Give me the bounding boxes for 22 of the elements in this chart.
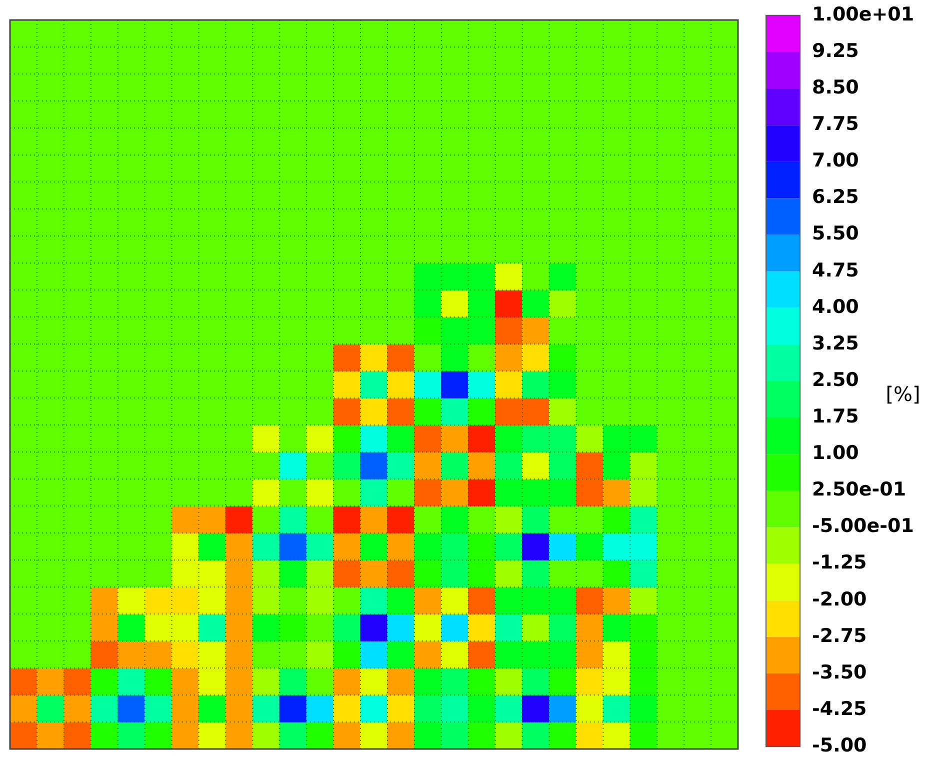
color-bar-label: 4.75 xyxy=(812,259,859,282)
color-bar-label: -3.50 xyxy=(812,661,867,684)
color-bar-label: 4.00 xyxy=(812,296,859,318)
color-bar-label: -2.00 xyxy=(812,588,867,610)
color-bar-label: 7.00 xyxy=(812,150,859,172)
color-bar-label: 8.50 xyxy=(812,76,859,98)
color-bar-label: 9.25 xyxy=(812,40,859,62)
color-bar-title: [%] xyxy=(886,382,920,406)
color-bar-label: 6.25 xyxy=(812,186,859,208)
color-bar-label: 3.25 xyxy=(812,332,859,354)
color-bar-label: -5.00 xyxy=(812,734,867,757)
color-bar-label: -1.25 xyxy=(812,552,867,574)
color-bar-label: 5.50 xyxy=(812,222,859,245)
color-bar-label: 1.00 xyxy=(812,442,859,464)
color-bar-label: -4.25 xyxy=(812,698,867,720)
color-bar-label: -2.75 xyxy=(812,624,867,647)
color-bar-label: 1.00e+01 xyxy=(812,3,914,26)
color-bar-label: 1.75 xyxy=(812,405,859,428)
color-bar-label: 7.75 xyxy=(812,113,859,136)
color-bar-label: -5.00e-01 xyxy=(812,515,914,538)
color-bar-label: 2.50 xyxy=(812,368,859,391)
color-bar-label: 2.50e-01 xyxy=(812,478,906,501)
